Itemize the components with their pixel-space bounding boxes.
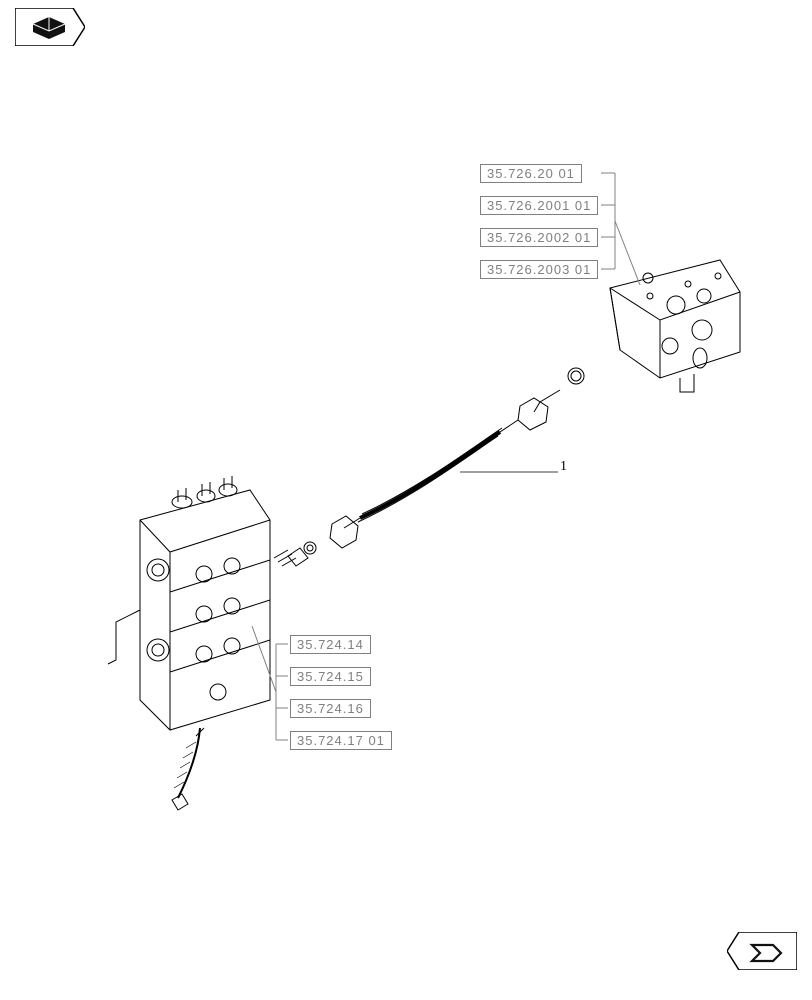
- ref-label-top-0: 35.726.20 01: [480, 164, 582, 183]
- ref-label-bottom-2: 35.724.16: [290, 699, 371, 718]
- ref-label-top-2: 35.726.2002 01: [480, 228, 598, 247]
- callout-1: 1: [560, 459, 567, 475]
- ref-label-top-3: 35.726.2003 01: [480, 260, 598, 279]
- diagram-canvas: 35.726.20 01 35.726.2001 01 35.726.2002 01…: [0, 0, 812, 1000]
- page-icon-bottomright: [727, 932, 797, 970]
- ref-label-bottom-0: 35.724.14: [290, 635, 371, 654]
- exploded-view-drawing: [0, 0, 812, 1000]
- page-icon-topleft: [15, 8, 85, 46]
- ref-label-bottom-3: 35.724.17 01: [290, 731, 392, 750]
- ref-label-top-1: 35.726.2001 01: [480, 196, 598, 215]
- ref-label-bottom-1: 35.724.15: [290, 667, 371, 686]
